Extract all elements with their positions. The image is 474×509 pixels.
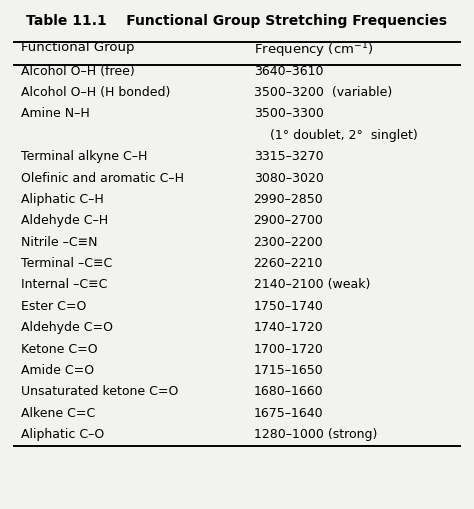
Text: Olefinic and aromatic C–H: Olefinic and aromatic C–H: [21, 172, 184, 185]
Text: 3640–3610: 3640–3610: [254, 65, 323, 78]
Text: Unsaturated ketone C=O: Unsaturated ketone C=O: [21, 385, 179, 399]
Text: 1750–1740: 1750–1740: [254, 300, 323, 313]
Text: 3080–3020: 3080–3020: [254, 172, 323, 185]
Text: Table 11.1    Functional Group Stretching Frequencies: Table 11.1 Functional Group Stretching F…: [27, 14, 447, 29]
Text: 2900–2700: 2900–2700: [254, 214, 323, 228]
Text: 3500–3200  (variable): 3500–3200 (variable): [254, 86, 392, 99]
Text: (1° doublet, 2°  singlet): (1° doublet, 2° singlet): [254, 129, 417, 142]
Text: Aliphatic C–O: Aliphatic C–O: [21, 428, 105, 441]
Text: Ester C=O: Ester C=O: [21, 300, 87, 313]
Text: 2300–2200: 2300–2200: [254, 236, 323, 249]
Text: Internal –C≡C: Internal –C≡C: [21, 278, 108, 292]
Text: Ketone C=O: Ketone C=O: [21, 343, 98, 356]
Text: 1280–1000 (strong): 1280–1000 (strong): [254, 428, 377, 441]
Text: Aldehyde C=O: Aldehyde C=O: [21, 321, 113, 334]
Text: Alcohol O–H (free): Alcohol O–H (free): [21, 65, 135, 78]
Text: 2140–2100 (weak): 2140–2100 (weak): [254, 278, 370, 292]
Text: Functional Group: Functional Group: [21, 41, 135, 54]
Text: 3500–3300: 3500–3300: [254, 107, 323, 121]
Text: 2260–2210: 2260–2210: [254, 257, 323, 270]
Text: Amide C=O: Amide C=O: [21, 364, 94, 377]
Text: 1715–1650: 1715–1650: [254, 364, 323, 377]
Text: 1680–1660: 1680–1660: [254, 385, 323, 399]
Text: Nitrile –C≡N: Nitrile –C≡N: [21, 236, 98, 249]
Text: Aldehyde C–H: Aldehyde C–H: [21, 214, 109, 228]
Text: 2990–2850: 2990–2850: [254, 193, 323, 206]
Text: 1675–1640: 1675–1640: [254, 407, 323, 420]
Text: 3315–3270: 3315–3270: [254, 150, 323, 163]
Text: Frequency (cm$^{-1}$): Frequency (cm$^{-1}$): [254, 41, 373, 61]
Text: Terminal alkyne C–H: Terminal alkyne C–H: [21, 150, 148, 163]
Text: 1700–1720: 1700–1720: [254, 343, 323, 356]
Text: Terminal –C≡C: Terminal –C≡C: [21, 257, 113, 270]
Text: Aliphatic C–H: Aliphatic C–H: [21, 193, 104, 206]
Text: Alkene C=C: Alkene C=C: [21, 407, 96, 420]
Text: 1740–1720: 1740–1720: [254, 321, 323, 334]
Text: Amine N–H: Amine N–H: [21, 107, 90, 121]
Text: Alcohol O–H (H bonded): Alcohol O–H (H bonded): [21, 86, 171, 99]
